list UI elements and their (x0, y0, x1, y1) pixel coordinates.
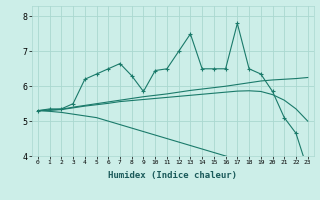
X-axis label: Humidex (Indice chaleur): Humidex (Indice chaleur) (108, 171, 237, 180)
